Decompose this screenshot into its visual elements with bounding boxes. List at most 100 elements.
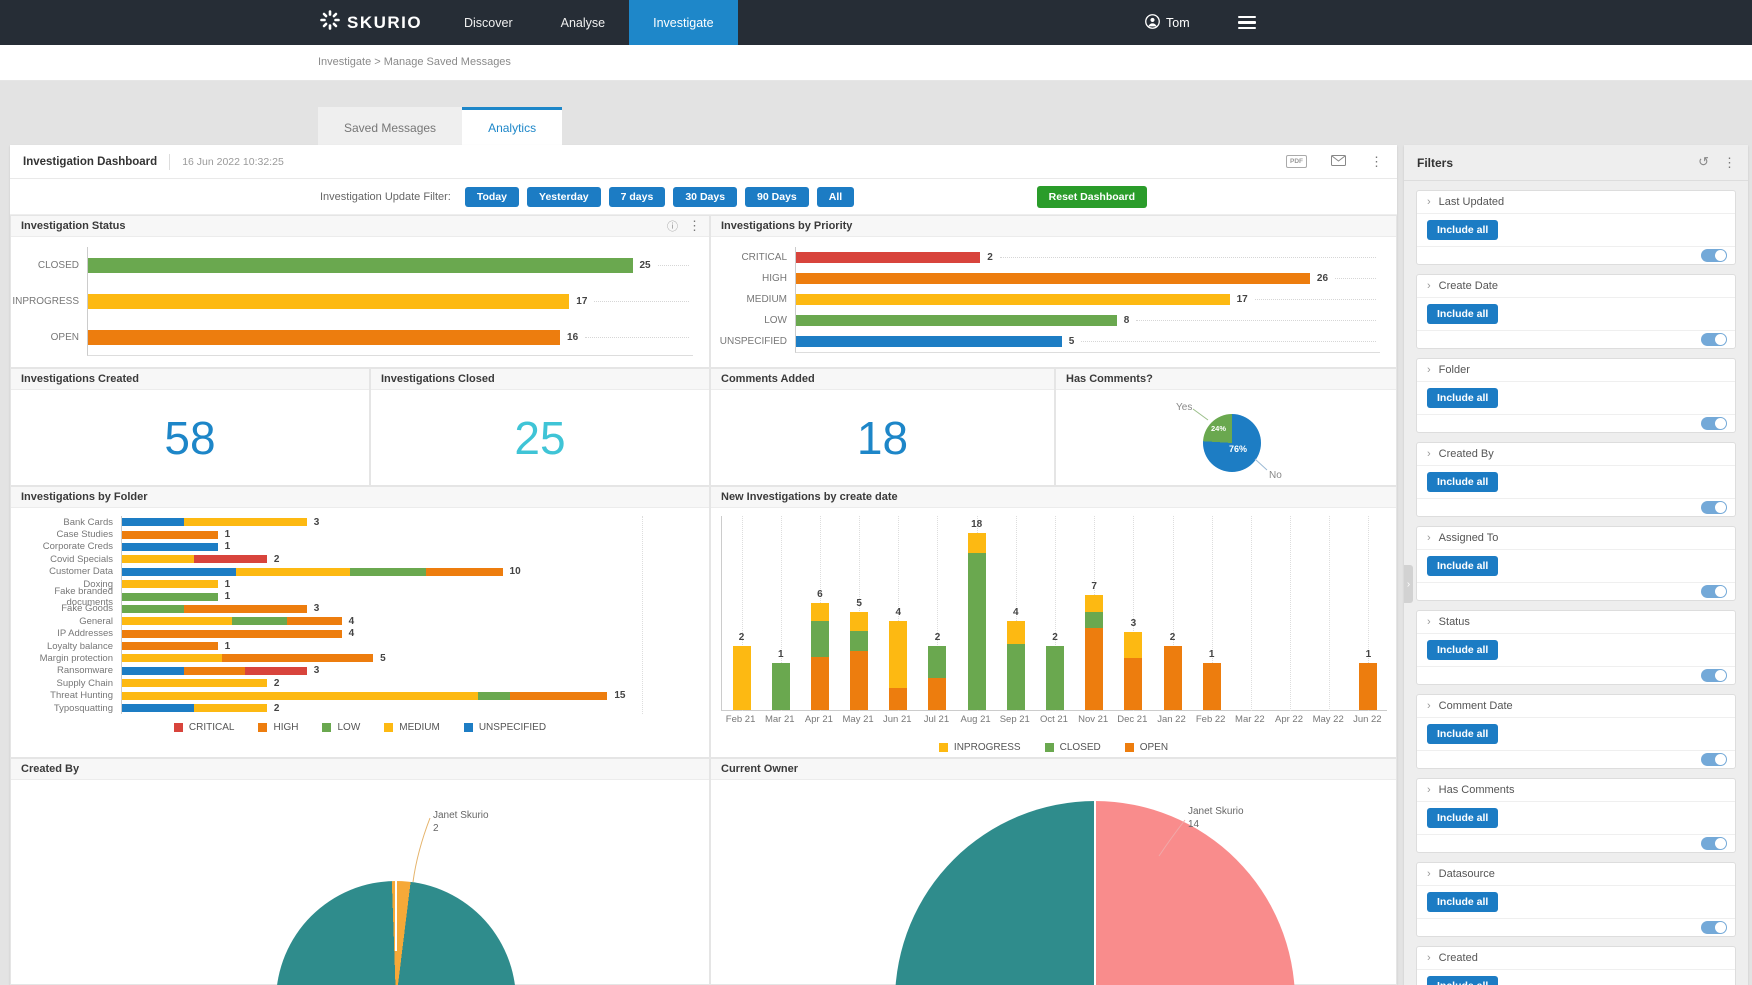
widget-menu-icon[interactable]: ⋮ (688, 218, 701, 233)
nav-item-analyse[interactable]: Analyse (560, 15, 606, 30)
filter-button-90-days[interactable]: 90 Days (745, 186, 809, 207)
bar-segment-low[interactable] (477, 691, 511, 700)
column-segment-inprogress[interactable] (1006, 621, 1025, 644)
bar-segment[interactable] (796, 294, 1230, 305)
stacked-bar[interactable] (122, 567, 503, 576)
include-all-button[interactable]: Include all (1427, 388, 1499, 408)
pie-slice[interactable] (1203, 414, 1261, 472)
include-all-button[interactable]: Include all (1427, 976, 1499, 985)
bar-segment-high[interactable] (222, 654, 374, 663)
bar-segment-medium[interactable] (122, 555, 195, 564)
bar-segment-unspecified[interactable] (122, 542, 218, 551)
bar-segment-high[interactable] (122, 629, 342, 638)
filter-card-title-row[interactable]: › Has Comments (1417, 779, 1735, 802)
stacked-bar[interactable] (122, 518, 307, 527)
filter-toggle[interactable] (1701, 753, 1727, 766)
refresh-filters-icon[interactable]: ↺ (1698, 153, 1709, 169)
legend-item-high[interactable]: HIGH (258, 722, 298, 733)
stacked-bar[interactable] (122, 604, 307, 613)
bar-segment-medium[interactable] (122, 617, 232, 626)
stacked-column[interactable] (1202, 663, 1221, 710)
filter-card-title-row[interactable]: › Comment Date (1417, 695, 1735, 718)
filter-toggle[interactable] (1701, 333, 1727, 346)
stacked-column[interactable] (1085, 595, 1104, 710)
stacked-bar[interactable] (122, 629, 342, 638)
column-segment-open[interactable] (810, 656, 829, 710)
bar-segment-high[interactable] (122, 642, 218, 651)
filter-card-title-row[interactable]: › Assigned To (1417, 527, 1735, 550)
bar-segment[interactable] (88, 329, 561, 345)
bar-segment-high[interactable] (183, 604, 307, 613)
bar-segment-high[interactable] (510, 691, 608, 700)
filter-card-title-row[interactable]: › Datasource (1417, 863, 1735, 886)
stacked-column[interactable] (967, 533, 986, 710)
column-segment-open[interactable] (1202, 663, 1221, 710)
column-segment-inprogress[interactable] (967, 533, 986, 553)
legend-item-inprogress[interactable]: INPROGRESS (938, 742, 1021, 753)
column-segment-open[interactable] (1163, 645, 1182, 710)
column-segment-open[interactable] (1359, 663, 1378, 710)
column-segment-closed[interactable] (967, 552, 986, 710)
hamburger-menu-icon[interactable] (1237, 15, 1256, 30)
bar-segment-critical[interactable] (245, 666, 307, 675)
include-all-button[interactable]: Include all (1427, 640, 1499, 660)
filter-button-today[interactable]: Today (464, 186, 520, 207)
stacked-bar[interactable] (122, 530, 218, 539)
nav-item-investigate[interactable]: Investigate (629, 0, 738, 45)
column-segment-closed[interactable] (1046, 645, 1064, 710)
column-segment-closed[interactable] (850, 631, 869, 652)
reset-dashboard-button[interactable]: Reset Dashboard (1036, 185, 1147, 208)
tab-saved-messages[interactable]: Saved Messages (318, 107, 463, 145)
legend-item-closed[interactable]: CLOSED (1044, 742, 1101, 753)
bar-segment-high[interactable] (426, 567, 503, 576)
stacked-column[interactable] (1124, 632, 1143, 710)
bar-segment-high[interactable] (286, 617, 342, 626)
stacked-bar[interactable] (122, 666, 307, 675)
user-menu[interactable]: Tom (1145, 13, 1190, 32)
column-segment-inprogress[interactable] (1124, 632, 1143, 659)
stacked-column[interactable] (850, 611, 869, 710)
stacked-bar[interactable] (122, 642, 218, 651)
filter-button-7-days[interactable]: 7 days (608, 186, 666, 207)
column-segment-open[interactable] (1124, 658, 1143, 710)
stacked-column[interactable] (810, 603, 829, 710)
filter-card-title-row[interactable]: › Folder (1417, 359, 1735, 382)
column-segment-inprogress[interactable] (850, 611, 869, 632)
stacked-column[interactable] (1163, 645, 1182, 710)
include-all-button[interactable]: Include all (1427, 724, 1499, 744)
stacked-bar[interactable] (122, 542, 218, 551)
column-segment-open[interactable] (928, 677, 947, 710)
include-all-button[interactable]: Include all (1427, 808, 1499, 828)
bar-segment[interactable] (88, 257, 633, 273)
bar-segment-high[interactable] (183, 666, 246, 675)
column-segment-closed[interactable] (1085, 611, 1104, 629)
column-segment-open[interactable] (889, 687, 908, 710)
stacked-column[interactable] (1006, 621, 1025, 710)
more-options-icon[interactable]: ⋮ (1370, 153, 1383, 169)
stacked-column[interactable] (928, 645, 947, 710)
stacked-column[interactable] (1359, 663, 1378, 710)
bar-segment[interactable] (88, 293, 570, 309)
bar-segment-unspecified[interactable] (122, 666, 184, 675)
bar-segment-medium[interactable] (194, 704, 267, 713)
column-segment-open[interactable] (850, 651, 869, 710)
sidebar-collapse-handle[interactable]: › (1404, 565, 1413, 603)
filter-toggle[interactable] (1701, 417, 1727, 430)
legend-item-medium[interactable]: MEDIUM (384, 722, 440, 733)
bar-segment-medium[interactable] (236, 567, 351, 576)
legend-item-open[interactable]: OPEN (1124, 742, 1168, 753)
legend-item-critical[interactable]: CRITICAL (173, 722, 234, 733)
include-all-button[interactable]: Include all (1427, 472, 1499, 492)
column-segment-inprogress[interactable] (732, 645, 751, 710)
column-segment-inprogress[interactable] (810, 603, 829, 622)
bar-segment-unspecified[interactable] (122, 704, 195, 713)
filter-toggle[interactable] (1701, 669, 1727, 682)
bar-segment-unspecified[interactable] (122, 567, 237, 576)
tab-analytics[interactable]: Analytics (462, 107, 563, 145)
include-all-button[interactable]: Include all (1427, 220, 1499, 240)
filter-toggle[interactable] (1701, 921, 1727, 934)
column-segment-open[interactable] (1085, 628, 1104, 710)
nav-item-discover[interactable]: Discover (464, 15, 513, 30)
filter-card-title-row[interactable]: › Created By (1417, 443, 1735, 466)
bar-segment[interactable] (796, 315, 1117, 326)
